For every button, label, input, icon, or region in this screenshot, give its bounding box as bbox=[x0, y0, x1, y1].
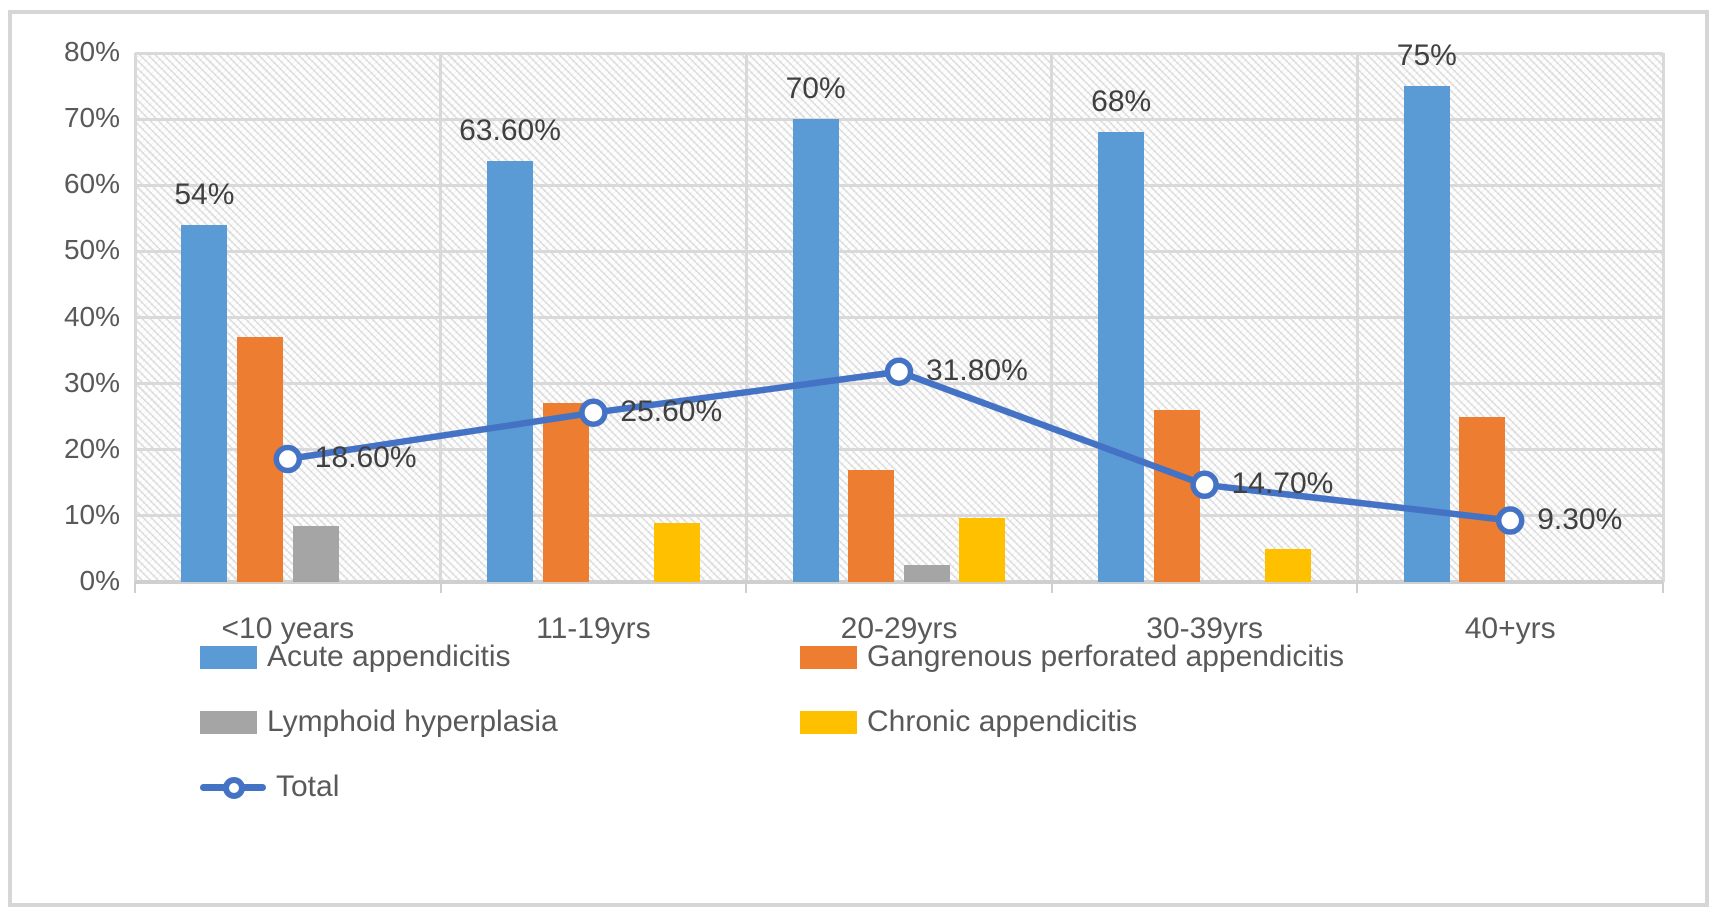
x-axis-category-label: 11-19yrs bbox=[536, 612, 651, 645]
legend-label: Lymphoid hyperplasia bbox=[267, 705, 558, 738]
gridline-vertical bbox=[439, 53, 443, 582]
bar-gangrenous-perforated-appendicitis bbox=[542, 403, 589, 582]
bar-gangrenous-perforated-appendicitis bbox=[848, 469, 895, 582]
bar-data-label: 54% bbox=[174, 177, 235, 211]
x-axis-tick bbox=[1662, 582, 1664, 593]
y-axis-tick-label: 50% bbox=[63, 234, 120, 266]
legend-item-lymphoid-hyperplasia: Lymphoid hyperplasia bbox=[200, 705, 558, 739]
x-axis-tick bbox=[134, 582, 136, 593]
legend-label: Acute appendicitis bbox=[267, 640, 511, 673]
gridline-vertical bbox=[1355, 53, 1359, 582]
y-axis-tick-label: 60% bbox=[63, 168, 120, 200]
bar-acute-appendicitis bbox=[487, 161, 533, 582]
x-axis-tick bbox=[1050, 582, 1053, 593]
y-axis-tick-label: 10% bbox=[63, 498, 120, 530]
gridline-horizontal bbox=[135, 117, 1663, 121]
gridline-horizontal bbox=[135, 183, 1663, 187]
x-axis-category-label: <10 years bbox=[221, 612, 355, 645]
bar-acute-appendicitis bbox=[181, 224, 228, 582]
plot-area: 54% 63.60% 70% 68% 75% 18.60% 25.60% 31.80% 14.7… bbox=[133, 39, 1665, 584]
gridline-horizontal bbox=[135, 448, 1663, 452]
legend-circle-icon bbox=[223, 777, 245, 799]
legend-item-chronic-appendicitis: Chronic appendicitis bbox=[800, 705, 1137, 739]
legend-label: Chronic appendicitis bbox=[867, 705, 1138, 738]
legend-label: Gangrenous perforated appendicitis bbox=[867, 640, 1344, 673]
bar-data-label: 63.60% bbox=[459, 114, 561, 148]
x-axis-tick bbox=[439, 582, 442, 593]
x-axis-tick bbox=[1356, 582, 1359, 593]
bar-acute-appendicitis bbox=[792, 119, 839, 582]
legend-item-total: Total bbox=[200, 770, 339, 804]
y-axis-tick-label: 0% bbox=[79, 565, 120, 596]
y-axis-tick-label: 20% bbox=[63, 432, 120, 464]
legend-swatch-icon bbox=[800, 645, 857, 669]
bar-gangrenous-perforated-appendicitis bbox=[1459, 416, 1506, 582]
bar-chronic-appendicitis bbox=[1265, 548, 1311, 582]
gridline-horizontal bbox=[135, 249, 1663, 253]
legend-line-marker-icon bbox=[200, 774, 266, 800]
y-axis-tick-label: 40% bbox=[63, 300, 120, 332]
x-axis-tick bbox=[745, 582, 748, 593]
gridline-horizontal bbox=[135, 316, 1663, 319]
x-axis-category-label: 20-29yrs bbox=[840, 612, 958, 645]
bar-lymphoid-hyperplasia bbox=[292, 525, 339, 582]
legend-label: Total bbox=[276, 770, 340, 803]
bar-data-label: 70% bbox=[785, 72, 846, 106]
line-data-label: 31.80% bbox=[926, 353, 1028, 387]
y-axis-tick-label: 80% bbox=[63, 36, 120, 67]
legend-swatch-icon bbox=[200, 710, 257, 734]
line-data-label: 25.60% bbox=[620, 394, 723, 428]
line-data-label: 18.60% bbox=[314, 441, 417, 474]
gridline-vertical bbox=[1050, 53, 1054, 582]
x-axis-category-label: 30-39yrs bbox=[1146, 612, 1263, 645]
line-data-label: 9.30% bbox=[1537, 502, 1623, 536]
bar-data-label: 68% bbox=[1091, 85, 1152, 119]
bar-lymphoid-hyperplasia bbox=[903, 565, 950, 582]
legend-swatch-icon bbox=[200, 645, 257, 669]
bar-chronic-appendicitis bbox=[653, 522, 700, 582]
total-line-marker bbox=[273, 444, 303, 474]
y-axis-tick-label: 30% bbox=[63, 366, 120, 398]
bar-gangrenous-perforated-appendicitis bbox=[1153, 410, 1200, 582]
total-line-marker bbox=[1495, 506, 1525, 535]
total-line-marker bbox=[1190, 470, 1219, 500]
bar-data-label: 75% bbox=[1396, 39, 1457, 73]
bar-chronic-appendicitis bbox=[959, 517, 1006, 582]
total-line-series bbox=[273, 357, 1525, 535]
gridline-horizontal bbox=[135, 514, 1663, 518]
gridline-vertical bbox=[133, 53, 137, 582]
y-axis-tick-label: 70% bbox=[63, 102, 120, 134]
total-line-marker bbox=[884, 357, 914, 386]
x-axis-line bbox=[135, 580, 1663, 584]
gridline-vertical bbox=[744, 53, 748, 582]
bar-acute-appendicitis bbox=[1098, 132, 1145, 582]
total-line-marker bbox=[579, 398, 608, 427]
gridline-vertical bbox=[1661, 53, 1665, 582]
bar-acute-appendicitis bbox=[1403, 86, 1450, 582]
x-axis-category-label: 40+yrs bbox=[1464, 612, 1556, 645]
legend-swatch-icon bbox=[800, 710, 857, 734]
legend-item-acute-appendicitis: Acute appendicitis bbox=[200, 640, 511, 674]
gridline-horizontal bbox=[135, 51, 1663, 55]
legend-item-gangrenous-perforated-appendicitis: Gangrenous perforated appendicitis bbox=[800, 640, 1344, 674]
line-data-label: 14.70% bbox=[1231, 466, 1334, 500]
